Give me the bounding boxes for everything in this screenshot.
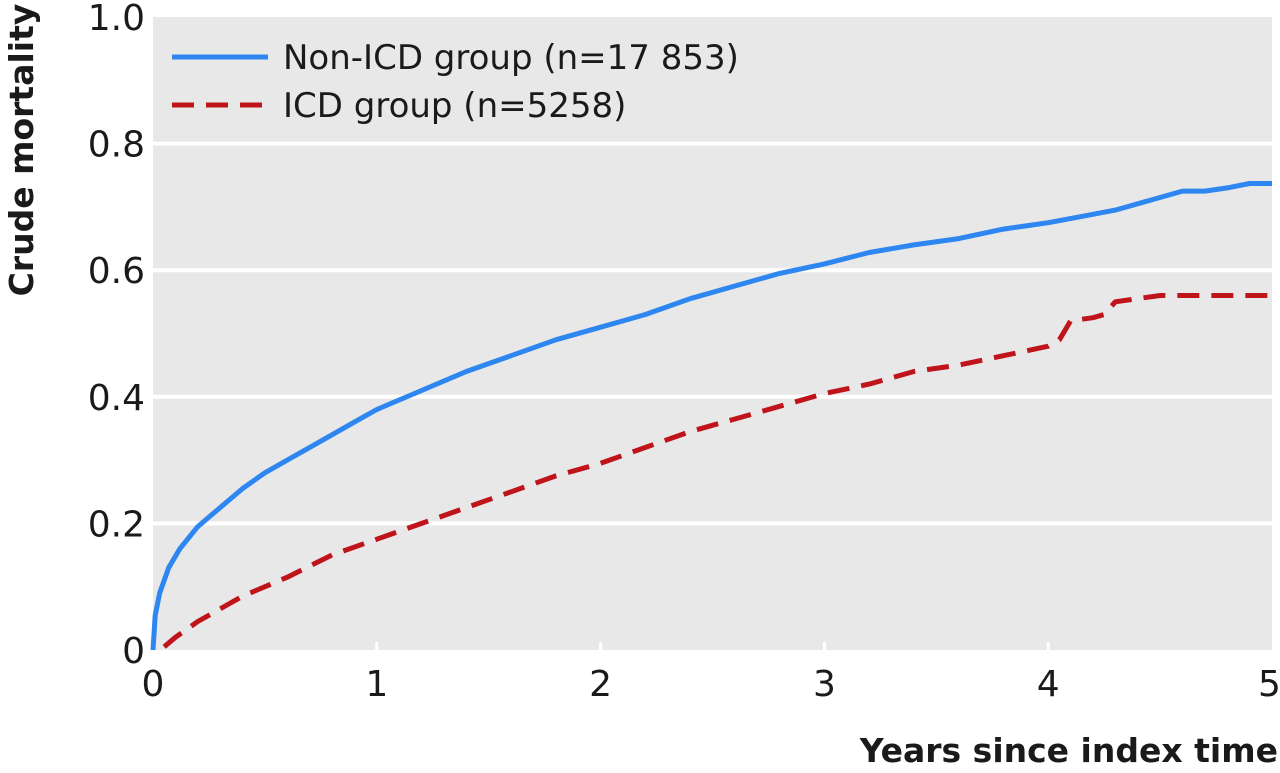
grid-lines [153,141,1272,526]
x-tick-label: 2 [589,664,612,705]
x-tick-label: 4 [1037,664,1060,705]
y-tick-label: 0 [122,631,145,672]
y-tick-label: 1.0 [88,0,145,39]
series-lines [150,181,1272,651]
legend-label: Non-ICD group (n=17 853) [283,38,739,78]
y-tick-label: 0.8 [88,125,145,166]
y-tick-label: 0.4 [88,378,145,419]
x-axis-ticks [375,642,1050,650]
series-line [150,181,1272,651]
legend-label: ICD group (n=5258) [283,86,626,126]
y-tick-label: 0.2 [88,504,145,545]
tick-labels: 0 0.2 0.4 0.6 0.8 1.0 0 1 2 3 4 5 [88,0,1280,705]
series-line [162,293,1272,649]
y-axis-title: Crude mortality [2,4,41,297]
plot-area [153,17,1272,650]
y-tick-label: 0.6 [88,251,145,292]
x-tick-label: 1 [365,664,388,705]
x-tick-label: 0 [142,664,165,705]
x-axis-title: Years since index time [859,731,1278,770]
x-tick-label: 5 [1258,664,1280,705]
legend: Non-ICD group (n=17 853) ICD group (n=525… [172,38,739,126]
x-tick-label: 3 [813,664,836,705]
